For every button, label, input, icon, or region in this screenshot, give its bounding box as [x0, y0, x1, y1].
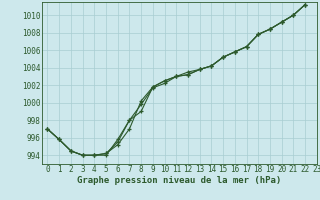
X-axis label: Graphe pression niveau de la mer (hPa): Graphe pression niveau de la mer (hPa): [77, 176, 281, 185]
